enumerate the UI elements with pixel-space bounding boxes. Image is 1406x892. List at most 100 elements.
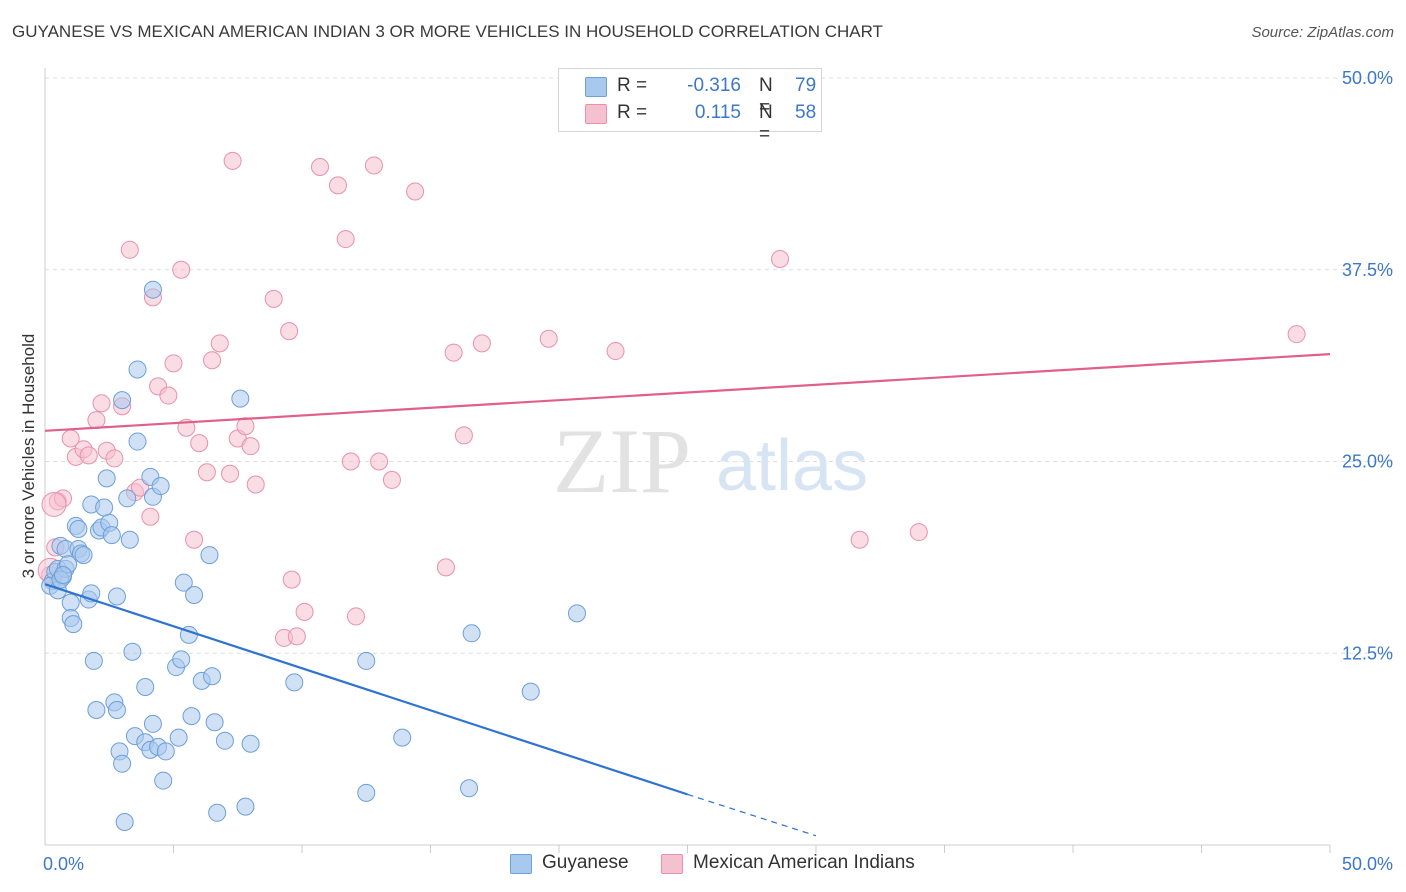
data-point bbox=[136, 677, 155, 696]
legend-label: Guyanese bbox=[542, 852, 629, 873]
data-point bbox=[280, 322, 299, 341]
data-point bbox=[97, 469, 116, 488]
data-point bbox=[341, 452, 360, 471]
y-tick-label: 12.5% bbox=[1342, 643, 1393, 663]
r-value: 0.115 bbox=[694, 102, 741, 123]
data-point bbox=[210, 334, 229, 353]
data-point bbox=[115, 812, 134, 831]
trend-lines bbox=[44, 353, 1331, 837]
data-point bbox=[328, 176, 347, 195]
data-point bbox=[208, 803, 227, 822]
data-point bbox=[454, 426, 473, 445]
data-point bbox=[241, 734, 260, 753]
correlation-legend: R = -0.316 N = 79 R = 0.115 N = 58 bbox=[558, 68, 822, 145]
data-point bbox=[154, 771, 173, 790]
r-value: -0.316 bbox=[687, 75, 741, 96]
data-point bbox=[105, 449, 124, 468]
guyanese-points bbox=[41, 280, 586, 831]
data-point bbox=[164, 354, 183, 373]
data-point bbox=[236, 797, 255, 816]
watermark-zip: ZIP bbox=[553, 410, 691, 512]
data-point bbox=[197, 463, 216, 482]
data-point bbox=[107, 701, 126, 720]
data-point bbox=[223, 151, 242, 170]
data-point bbox=[64, 615, 83, 634]
data-point bbox=[61, 593, 80, 612]
x-tick-label: 0.0% bbox=[43, 854, 84, 874]
data-point bbox=[74, 546, 93, 565]
data-point bbox=[182, 707, 201, 726]
data-point bbox=[285, 673, 304, 692]
data-point bbox=[118, 489, 137, 508]
data-point bbox=[53, 566, 72, 585]
data-point bbox=[336, 230, 355, 249]
data-point bbox=[123, 642, 142, 661]
data-point bbox=[246, 475, 265, 494]
data-point bbox=[909, 523, 928, 542]
y-axis-label: 3 or more Vehicles in Household bbox=[19, 334, 38, 579]
data-point bbox=[120, 530, 139, 549]
data-point bbox=[102, 526, 121, 545]
source-credit: Source: ZipAtlas.com bbox=[1251, 24, 1394, 41]
data-point bbox=[357, 651, 376, 670]
data-point bbox=[185, 530, 204, 549]
data-point bbox=[472, 334, 491, 353]
data-point bbox=[236, 417, 255, 436]
data-point bbox=[205, 713, 224, 732]
data-point bbox=[151, 477, 170, 496]
y-tick-label: 37.5% bbox=[1342, 260, 1393, 280]
data-point bbox=[185, 585, 204, 604]
data-point bbox=[113, 391, 132, 410]
data-point bbox=[69, 519, 88, 538]
data-point bbox=[113, 754, 132, 773]
chart-title: GUYANESE VS MEXICAN AMERICAN INDIAN 3 OR… bbox=[12, 22, 883, 41]
data-point bbox=[231, 389, 250, 408]
x-tick-label: 50.0% bbox=[1342, 854, 1393, 874]
y-tick-label: 50.0% bbox=[1342, 68, 1393, 88]
data-point bbox=[346, 607, 365, 626]
data-point bbox=[174, 573, 193, 592]
data-point bbox=[282, 570, 301, 589]
legend-label: Mexican American Indians bbox=[693, 852, 915, 873]
data-point bbox=[92, 394, 111, 413]
data-point bbox=[850, 530, 869, 549]
data-point bbox=[107, 587, 126, 606]
data-point bbox=[215, 731, 234, 750]
data-point bbox=[370, 452, 389, 471]
data-point bbox=[172, 260, 191, 279]
data-point bbox=[159, 386, 178, 405]
data-point bbox=[444, 343, 463, 362]
guyanese-trend-extension bbox=[687, 793, 817, 837]
data-point bbox=[364, 156, 383, 175]
data-point bbox=[295, 602, 314, 621]
data-point bbox=[128, 432, 147, 451]
guyanese-swatch bbox=[585, 77, 607, 97]
data-point bbox=[143, 280, 162, 299]
n-label: N = bbox=[759, 102, 773, 145]
data-point bbox=[79, 446, 98, 465]
mexican-american-indians-points bbox=[37, 151, 1306, 647]
data-point bbox=[393, 728, 412, 747]
n-value: 58 bbox=[795, 102, 817, 123]
axes bbox=[44, 68, 1331, 853]
data-point bbox=[310, 157, 329, 176]
y-axis-label-group: 3 or more Vehicles in Household bbox=[19, 334, 38, 579]
data-point bbox=[1287, 325, 1306, 344]
watermark-atlas: atlas bbox=[716, 426, 868, 506]
data-point bbox=[84, 651, 103, 670]
data-point bbox=[95, 498, 114, 517]
data-point bbox=[143, 714, 162, 733]
data-point bbox=[241, 437, 260, 456]
data-point bbox=[203, 351, 222, 370]
data-point bbox=[156, 742, 175, 761]
tick-labels: 12.5% 25.0% 37.5% 50.0% 0.0% 50.0% bbox=[43, 68, 1393, 874]
data-point bbox=[200, 546, 219, 565]
gridlines bbox=[45, 77, 1395, 654]
data-point bbox=[406, 182, 425, 201]
data-point bbox=[287, 627, 306, 646]
data-point bbox=[128, 360, 147, 379]
data-point bbox=[141, 507, 160, 526]
data-point bbox=[539, 329, 558, 348]
data-point bbox=[462, 624, 481, 643]
data-point bbox=[771, 250, 790, 269]
